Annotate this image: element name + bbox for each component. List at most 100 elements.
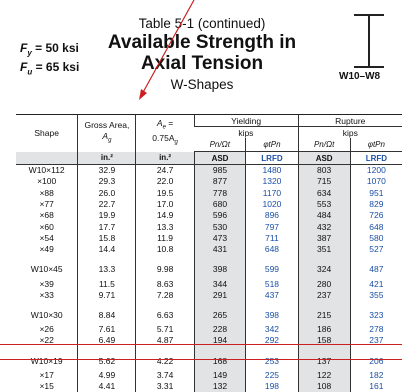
cell-shape: ×33 <box>39 289 54 300</box>
cell-yield-lrfd: 1170 <box>245 187 299 199</box>
table-body: W10×112 32.9 24.7 985 1480 803 1200 ×100 29.3 22.… <box>16 164 402 392</box>
table-row: ×22 6.49 4.87 194 292 158 237 <box>16 335 402 347</box>
cell-rupt-lrfd: 527 <box>349 244 402 256</box>
i-beam-icon <box>354 14 384 68</box>
cell-rupt-lrfd: 951 <box>349 187 402 199</box>
cell-gross-area: 29.3 <box>77 176 136 188</box>
col-yield-lrfd: φtPn <box>245 138 299 152</box>
cell-rupt-lrfd: 648 <box>349 221 402 233</box>
table-row: ×77 22.7 17.0 680 1020 553 829 <box>16 198 402 211</box>
cell-shape: ×68 <box>39 210 54 221</box>
cell-shape: ×22 <box>39 335 54 346</box>
cell-gross-area: 4.99 <box>77 369 136 381</box>
cell-yield-lrfd: 599 <box>245 255 299 279</box>
table-row: ×100 29.3 22.0 877 1320 715 1070 <box>16 176 402 188</box>
cell-rupt-asd: 553 <box>297 198 351 211</box>
cell-rupt-lrfd: 421 <box>349 278 402 290</box>
cell-yield-asd: 680 <box>193 198 246 211</box>
cell-rupt-lrfd: 355 <box>349 289 402 301</box>
cell-rupt-asd: 186 <box>297 323 351 336</box>
highlight-line-bottom <box>0 359 402 360</box>
cell-yield-asd: 291 <box>193 289 246 301</box>
cell-yield-lrfd: 253 <box>245 346 299 370</box>
cell-yield-lrfd: 437 <box>245 289 299 301</box>
cell-rupt-lrfd: 580 <box>349 232 402 245</box>
cell-rupt-asd: 351 <box>297 244 351 256</box>
cell-yield-asd: 168 <box>193 346 246 370</box>
col-effective-area: Ae = 0.75Ag <box>135 114 195 152</box>
cell-shape: ×49 <box>39 244 54 255</box>
cell-yield-lrfd: 518 <box>245 278 299 290</box>
table-row: ×17 4.99 3.74 149 225 122 182 <box>16 369 402 381</box>
cell-yield-asd: 431 <box>193 244 246 256</box>
rupture-units: kips <box>297 126 402 138</box>
cell-effective-area: 4.22 <box>135 346 195 370</box>
cell-rupt-lrfd: 206 <box>349 346 402 370</box>
label-rupt-lrfd: LRFD <box>349 151 402 165</box>
cell-rupt-asd: 634 <box>297 187 351 199</box>
cell-effective-area: 10.8 <box>135 244 195 256</box>
cell-shape: W10×19 <box>30 355 63 366</box>
cell-effective-area: 6.63 <box>135 300 195 324</box>
cell-effective-area: 4.87 <box>135 335 195 347</box>
cell-rupt-asd: 715 <box>297 176 351 188</box>
cell-shape: ×100 <box>37 176 57 187</box>
cell-rupt-lrfd: 1200 <box>349 164 402 177</box>
cell-yield-lrfd: 1320 <box>245 176 299 188</box>
label-rupt-asd: ASD <box>297 151 351 165</box>
cell-rupt-asd: 122 <box>297 369 351 381</box>
cell-yield-lrfd: 398 <box>245 300 299 324</box>
cell-yield-asd: 398 <box>193 255 246 279</box>
arrow-head <box>139 89 147 100</box>
cell-gross-area: 13.3 <box>77 255 136 279</box>
cell-yield-lrfd: 896 <box>245 210 299 222</box>
fy-line: Fy = 50 ksi <box>20 41 79 58</box>
cell-rupt-asd: 387 <box>297 232 351 245</box>
cell-rupt-asd: 108 <box>297 380 351 392</box>
rupture-header: Rupture <box>297 114 402 127</box>
table-row: ×39 11.5 8.63 344 518 280 421 <box>16 278 402 290</box>
cell-yield-asd: 473 <box>193 232 246 245</box>
table-row: ×88 26.0 19.5 778 1170 634 951 <box>16 187 402 199</box>
cell-yield-asd: 149 <box>193 369 246 381</box>
col-yield-asd: Pn/Ωt <box>194 138 246 152</box>
cell-yield-asd: 778 <box>193 187 246 199</box>
cell-yield-asd: 132 <box>193 380 246 392</box>
yielding-units: kips <box>238 127 254 138</box>
label-yield-asd: ASD <box>193 151 246 165</box>
cell-yield-asd: 265 <box>193 300 246 324</box>
shape-type: W-Shapes <box>170 77 234 92</box>
unit-blank <box>16 151 78 165</box>
cell-gross-area: 4.41 <box>77 380 136 392</box>
cell-yield-lrfd: 797 <box>245 221 299 233</box>
cell-shape: ×26 <box>39 324 54 335</box>
cell-yield-lrfd: 1480 <box>245 164 299 177</box>
cell-rupt-lrfd: 829 <box>349 198 402 211</box>
table-row: W10×19 5.62 4.22 168 253 137 206 <box>16 346 402 370</box>
yielding-header: Yielding <box>193 114 299 127</box>
cell-rupt-lrfd: 237 <box>349 335 402 347</box>
cell-gross-area: 15.8 <box>77 232 136 245</box>
col-shape: Shape <box>16 114 78 152</box>
cell-rupt-lrfd: 726 <box>349 210 402 222</box>
cell-rupt-lrfd: 323 <box>349 300 402 324</box>
cell-rupt-asd: 432 <box>297 221 351 233</box>
cell-effective-area: 7.28 <box>135 289 195 301</box>
cell-effective-area: 13.3 <box>135 221 195 233</box>
cell-rupt-asd: 215 <box>297 300 351 324</box>
strength-table: Shape Gross Area, Ag Ae = 0.75Ag Yieldin… <box>16 114 402 392</box>
cell-rupt-lrfd: 161 <box>349 380 402 392</box>
cell-rupt-asd: 803 <box>297 164 351 177</box>
cell-gross-area: 17.7 <box>77 221 136 233</box>
cell-rupt-asd: 137 <box>297 346 351 370</box>
cell-gross-area: 22.7 <box>77 198 136 211</box>
title-line-3: Axial Tension <box>140 53 264 74</box>
table-row: ×33 9.71 7.28 291 437 237 355 <box>16 289 402 301</box>
cell-shape: W10×45 <box>30 264 63 275</box>
cell-yield-lrfd: 292 <box>245 335 299 347</box>
cell-shape: ×17 <box>39 369 54 380</box>
cell-shape: W10×30 <box>30 309 63 320</box>
cell-gross-area: 5.62 <box>77 346 136 370</box>
cell-shape: ×15 <box>39 381 54 391</box>
cell-yield-lrfd: 198 <box>245 380 299 392</box>
